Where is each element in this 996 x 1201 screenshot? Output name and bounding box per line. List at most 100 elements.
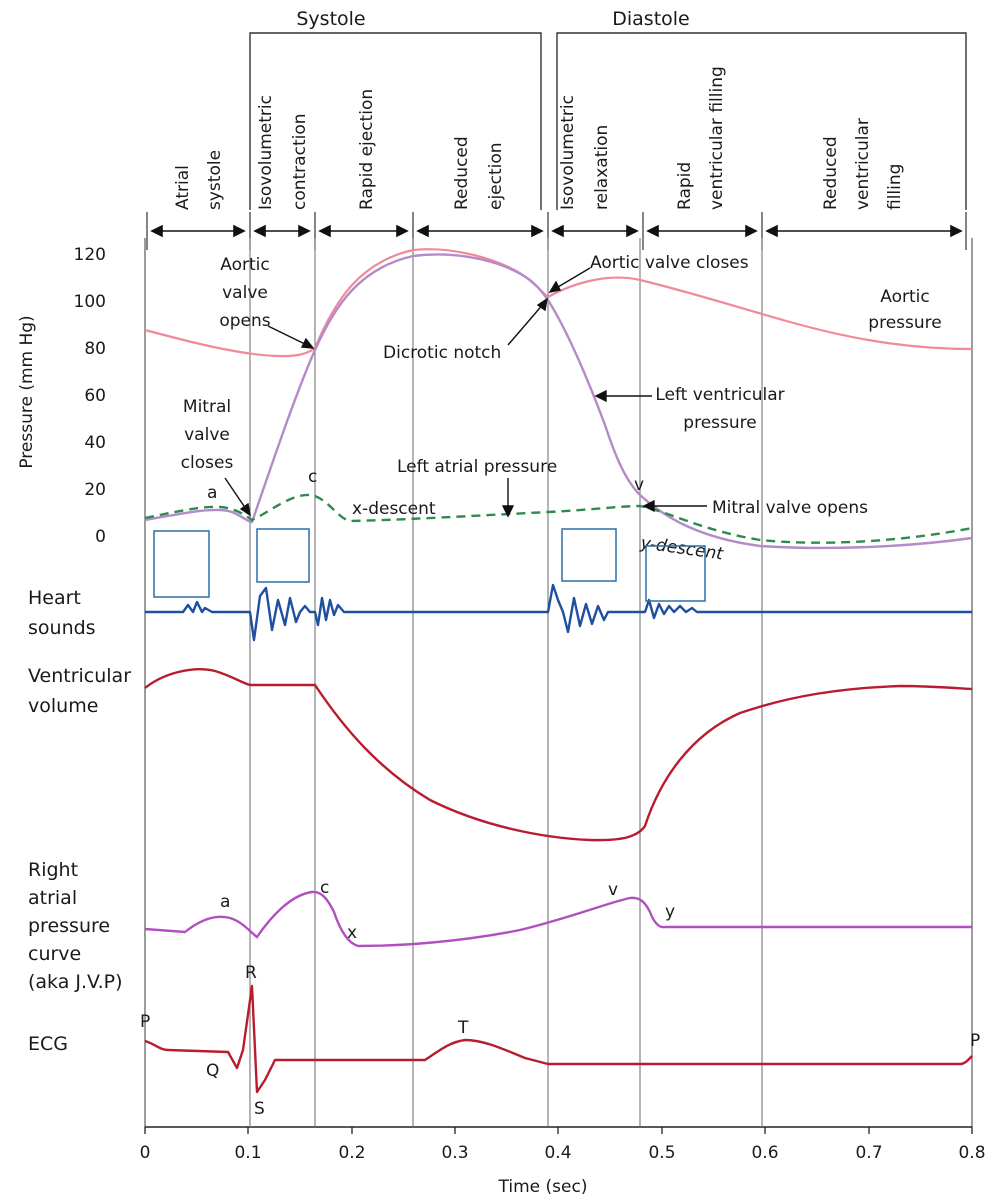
phase-divider-lines (249, 238, 763, 1127)
annotation-line: valve (184, 425, 230, 445)
left-atrial-wave-v: v (634, 475, 644, 495)
phase-label-line: Reduced (452, 136, 472, 210)
row-label-line: volume (28, 695, 98, 717)
row-label-line: sounds (28, 617, 96, 639)
row-label-line: (aka J.V.P) (28, 971, 123, 993)
time-tick: 0.7 (855, 1143, 882, 1163)
annotation-line: Mitral (183, 397, 231, 417)
annotation-mitral-valve-closes: Mitral valve closes (181, 397, 234, 473)
annotation-aortic-pressure: Aortic pressure (868, 287, 941, 333)
pressure-tick: 120 (74, 245, 106, 265)
ventricular-volume-trace (144, 668, 973, 842)
annotation-line: pressure (683, 413, 756, 433)
time-tick: 0.8 (958, 1143, 985, 1163)
answer-box-2[interactable] (256, 528, 310, 583)
phase-brackets (249, 32, 967, 210)
annotation-line: closes (181, 453, 234, 473)
answer-box-4[interactable] (645, 545, 706, 602)
time-tick: 0 (140, 1143, 151, 1163)
phase-column-isovolumetric-contraction: Isovolumetric contraction (256, 95, 310, 210)
answer-boxes (153, 528, 706, 602)
annotation-line: valve (222, 283, 268, 303)
phase-column-isovolumetric-relaxation: Isovolumetric relaxation (558, 95, 612, 210)
heart-sounds-trace (145, 583, 972, 642)
annotation-left-atrial-pressure: Left atrial pressure (397, 457, 557, 477)
heart-sounds-label: Heart sounds (28, 587, 96, 639)
ecg-wave-s: S (254, 1099, 265, 1119)
jvp-wave-x: x (347, 923, 357, 943)
phase-label-line: Rapid (675, 162, 695, 210)
pressure-axis-ticks: 0 20 40 60 80 100 120 (74, 245, 106, 547)
row-label-line: atrial (28, 887, 77, 909)
ecg-wave-t: T (457, 1018, 469, 1038)
jvp-trace (144, 890, 972, 948)
pressure-tick: 40 (84, 433, 106, 453)
ecg-wave-p-start: P (140, 1012, 150, 1032)
pressure-tick: 0 (95, 527, 106, 547)
pressure-tick: 100 (74, 292, 106, 312)
answer-box-3[interactable] (561, 528, 617, 582)
pressure-axis-label: Pressure (mm Hg) (17, 315, 37, 468)
phase-arrows (150, 224, 963, 238)
time-axis-tickmarks (144, 1127, 973, 1134)
phase-label-line: Reduced (821, 136, 841, 210)
phase-column-reduced-ejection: Reduced ejection (452, 136, 506, 210)
ecg-wave-q: Q (206, 1061, 219, 1081)
annotation-y-descent: y-descent (638, 533, 725, 565)
phase-label-line: systole (205, 150, 225, 210)
jvp-wave-a: a (220, 892, 230, 912)
annotation-line: Aortic (880, 287, 929, 307)
jvp-wave-v: v (608, 880, 618, 900)
phase-label-line: Isovolumetric (558, 95, 578, 210)
ecg-wave-r: R (245, 963, 257, 983)
annotation-aortic-valve-opens: Aortic valve opens (219, 255, 270, 331)
time-tick: 0.2 (338, 1143, 365, 1163)
pressure-tick: 80 (84, 339, 106, 359)
ecg-wave-p-end: P (970, 1031, 980, 1051)
annotation-line: opens (219, 311, 270, 331)
annotation-arrows (224, 267, 707, 518)
phase-label-line: ejection (486, 142, 506, 210)
ecg-trace (144, 984, 973, 1094)
phase-column-atrial-systole: Atrial systole (173, 150, 225, 210)
phase-label-line: ventricular (853, 118, 873, 210)
right-atrial-label: Right atrial pressure curve (aka J.V.P) (28, 859, 123, 993)
phase-label-line: contraction (290, 113, 310, 210)
row-label-line: Ventricular (28, 665, 131, 687)
annotation-dicrotic-notch: Dicrotic notch (383, 343, 501, 363)
jvp-wave-y: y (665, 902, 675, 922)
annotation-line: Left ventricular (655, 385, 784, 405)
time-axis-label: Time (sec) (498, 1177, 588, 1197)
annotation-aortic-valve-closes: Aortic valve closes (590, 253, 749, 273)
diastole-label: Diastole (612, 8, 690, 30)
phase-column-reduced-ventricular-filling: Reduced ventricular filling (821, 118, 905, 210)
phase-label-line: ventricular filling (707, 66, 727, 210)
time-tick: 0.4 (544, 1143, 571, 1163)
row-label-line: pressure (28, 915, 110, 937)
annotation-x-descent: x-descent (352, 499, 436, 519)
pressure-tick: 60 (84, 386, 106, 406)
left-atrial-wave-a: a (207, 483, 217, 503)
annotation-line: Aortic (220, 255, 269, 275)
jvp-wave-c: c (320, 878, 329, 898)
left-ventricular-pressure-line (144, 253, 973, 550)
time-tick: 0.1 (234, 1143, 261, 1163)
phase-label-line: Isovolumetric (256, 95, 276, 210)
ecg-label: ECG (28, 1033, 68, 1055)
annotation-left-ventricular-pressure: Left ventricular pressure (655, 385, 784, 433)
plot-frame (144, 238, 973, 1128)
left-atrial-pressure-line (144, 493, 973, 544)
left-atrial-wave-c: c (308, 467, 317, 487)
annotation-mitral-valve-opens: Mitral valve opens (712, 498, 868, 518)
systole-label: Systole (296, 8, 365, 30)
time-tick: 0.6 (751, 1143, 778, 1163)
phase-label-line: Atrial (173, 165, 193, 210)
ventricular-volume-label: Ventricular volume (28, 665, 131, 717)
phase-label-line: Rapid ejection (357, 89, 377, 210)
phase-column-rapid-ejection: Rapid ejection (357, 89, 377, 210)
answer-box-1[interactable] (153, 530, 210, 598)
phase-column-rapid-ventricular-filling: Rapid ventricular filling (675, 66, 727, 210)
phase-separators (146, 212, 967, 250)
row-label-line: curve (28, 943, 81, 965)
